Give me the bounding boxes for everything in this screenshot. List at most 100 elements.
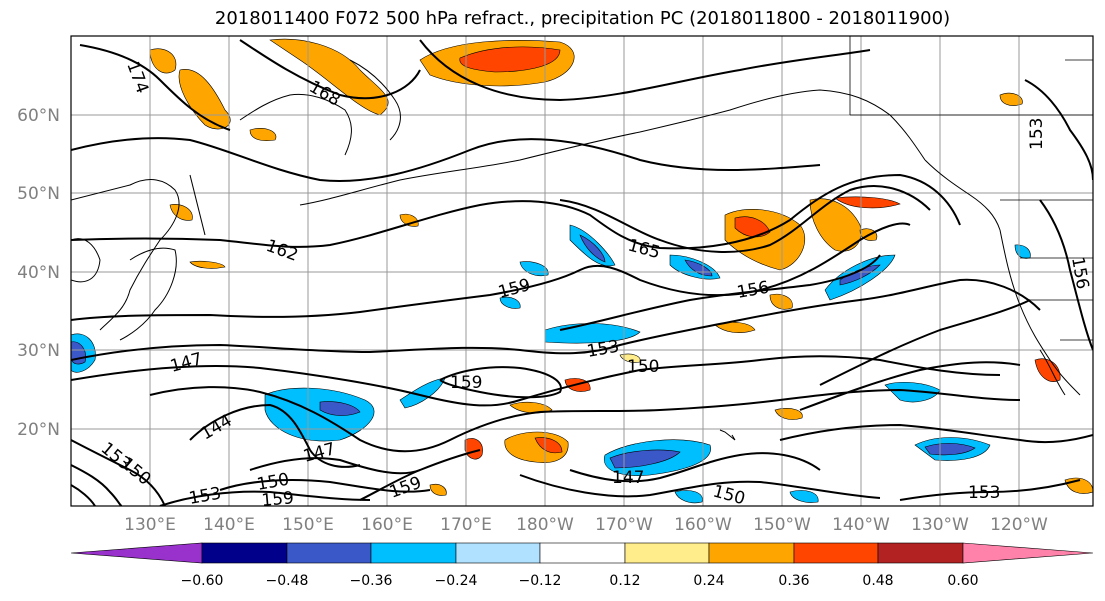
contour-150b xyxy=(219,479,431,493)
lon-label: 170°W xyxy=(595,515,653,535)
colorbar-segment xyxy=(877,542,964,564)
lon-label: 150°W xyxy=(753,515,811,535)
coast-kamchatka xyxy=(239,93,352,156)
lat-label: 20°N xyxy=(17,420,60,440)
coast-chukotka xyxy=(349,59,401,141)
lon-label: 170°E xyxy=(440,515,492,535)
lon-labels: 130°E 140°E 150°E 160°E 170°E 180°W 170°… xyxy=(124,515,1048,535)
shade-pos-4 xyxy=(769,293,793,310)
contour-147 xyxy=(149,386,1021,453)
map-frame xyxy=(70,35,1094,507)
shade-pos-15 xyxy=(619,353,641,363)
colorbar-segment xyxy=(455,542,541,564)
contour-label: 153 xyxy=(187,484,222,509)
shade-neg-1-core xyxy=(579,234,606,263)
coast-sakhalin xyxy=(189,174,206,236)
shade-pos-11 xyxy=(509,401,553,414)
shade-neg-7-core xyxy=(319,401,361,416)
shade-goa-2 xyxy=(809,198,862,252)
contour-right-b xyxy=(799,361,1021,411)
colorbar-segment xyxy=(370,542,457,564)
contour-label: 153 xyxy=(1027,118,1047,150)
shade-bering xyxy=(249,128,277,141)
colorbar xyxy=(70,542,1094,564)
lat-label: 60°N xyxy=(17,106,60,126)
contours xyxy=(71,39,1093,506)
colorbar-segment xyxy=(962,542,1094,564)
colorbar-segment xyxy=(286,542,372,564)
shade-pos-13 xyxy=(429,483,447,496)
contour-174 xyxy=(79,44,231,131)
contour-label: 159 xyxy=(450,373,482,393)
shade-goa-4 xyxy=(999,92,1023,106)
lon-label: 120°W xyxy=(990,515,1048,535)
contour-right-a xyxy=(819,299,1031,386)
colorbar-tick: −0.60 xyxy=(181,573,224,589)
contour-162 xyxy=(71,173,961,250)
contour-label: 153 xyxy=(968,483,1000,503)
shade-pos-1-core xyxy=(534,437,563,454)
contour-sw-b xyxy=(71,464,123,506)
contour-147b xyxy=(249,457,421,475)
map-title: 2018011400 F072 500 hPa refract., precip… xyxy=(214,8,951,29)
contour-150c xyxy=(519,474,881,499)
colorbar-tick: −0.36 xyxy=(350,573,393,589)
colorbar-segment xyxy=(624,542,710,564)
coast-hawaii xyxy=(719,429,736,441)
shade-goa-1-core xyxy=(734,216,771,238)
shade-neg-4 xyxy=(499,296,521,309)
colorbar-ticks: −0.60 −0.48 −0.36 −0.24 −0.12 0.12 0.24 … xyxy=(181,573,979,589)
shade-neg-13 xyxy=(789,490,819,503)
lon-label: 150°E xyxy=(282,515,334,535)
colorbar-tick: −0.24 xyxy=(435,573,478,589)
contour-sw-a xyxy=(71,439,166,506)
contour-153c xyxy=(899,479,1081,501)
contour-sw-c xyxy=(71,484,96,506)
coast-japan xyxy=(119,247,177,341)
map-panel: 174 168 162 165 159 156 153 150 147 159 … xyxy=(71,36,1093,511)
colorbar-tick: 0.60 xyxy=(947,573,978,589)
contour-147c xyxy=(569,452,821,483)
contour-right-d xyxy=(1024,79,1093,181)
colorbar-tick: 0.24 xyxy=(693,573,724,589)
contour-right-c xyxy=(779,423,1093,444)
colorbar-segment xyxy=(708,542,795,564)
colorbar-tick: −0.48 xyxy=(266,573,309,589)
coast-bc xyxy=(924,159,1001,231)
contour-144 xyxy=(189,403,361,468)
shade-pos-2 xyxy=(464,438,483,460)
contour-156 xyxy=(559,254,881,331)
coastlines xyxy=(71,59,1081,441)
lat-label: 50°N xyxy=(17,184,60,204)
shade-top-left xyxy=(149,48,177,74)
colorbar-segment xyxy=(539,542,626,564)
lon-label: 140°E xyxy=(203,515,255,535)
lat-labels: 60°N 50°N 40°N 30°N 20°N xyxy=(17,106,60,440)
contour-165 xyxy=(559,185,931,253)
lat-label: 40°N xyxy=(17,263,60,283)
coast-wus xyxy=(999,229,1081,396)
coast-alaska xyxy=(639,89,926,161)
contour-168 xyxy=(239,39,421,100)
coast-baja xyxy=(1039,349,1066,396)
shade-alaska-core xyxy=(459,46,561,73)
contour-label: 150 xyxy=(627,357,659,377)
colorbar-tick: 0.12 xyxy=(609,573,640,589)
contour-label: 159 xyxy=(261,488,295,511)
lon-label: 160°W xyxy=(674,515,732,535)
colorbar-tick: 0.36 xyxy=(778,573,809,589)
shade-nw xyxy=(269,38,389,116)
coast-asia xyxy=(71,179,180,331)
shade-neg-9-core xyxy=(609,449,681,469)
lon-label: 140°W xyxy=(832,515,890,535)
colorbar-tick: 0.48 xyxy=(862,573,893,589)
contour-top-a xyxy=(419,39,871,102)
contour-mid-loop xyxy=(439,366,562,399)
contour-159b xyxy=(359,449,481,501)
contour-153 xyxy=(71,278,1041,361)
contour-label: 147 xyxy=(612,468,644,488)
contour-159 xyxy=(71,222,911,321)
colorbar-segment xyxy=(70,542,203,564)
colorbar-tick: −0.12 xyxy=(519,573,562,589)
